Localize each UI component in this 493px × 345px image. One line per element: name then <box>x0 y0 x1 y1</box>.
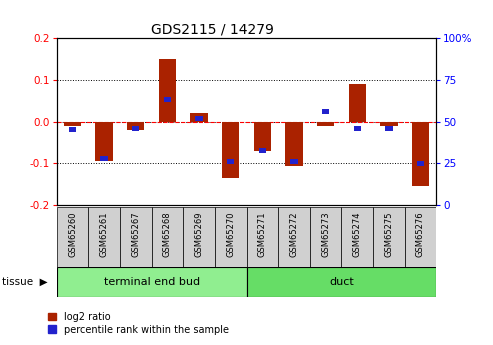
Bar <box>69 127 76 132</box>
Bar <box>349 84 366 121</box>
Bar <box>373 207 405 267</box>
Text: duct: duct <box>329 277 354 287</box>
Text: GSM65275: GSM65275 <box>385 212 393 257</box>
Text: GSM65273: GSM65273 <box>321 212 330 257</box>
Bar <box>253 121 271 151</box>
Text: GSM65260: GSM65260 <box>68 212 77 257</box>
Bar <box>405 207 436 267</box>
Bar <box>412 121 429 186</box>
Text: GSM65269: GSM65269 <box>195 212 204 257</box>
Text: tissue  ▶: tissue ▶ <box>2 277 48 287</box>
Bar <box>190 113 208 121</box>
Bar <box>322 109 329 114</box>
Bar <box>195 116 203 121</box>
Text: terminal end bud: terminal end bud <box>104 277 200 287</box>
Text: GSM65267: GSM65267 <box>131 212 141 257</box>
Bar <box>246 267 436 297</box>
Bar <box>57 207 88 267</box>
Bar <box>164 97 171 102</box>
Bar <box>183 207 215 267</box>
Bar <box>101 156 108 161</box>
Text: GSM65271: GSM65271 <box>258 212 267 257</box>
Legend: log2 ratio, percentile rank within the sample: log2 ratio, percentile rank within the s… <box>44 308 233 338</box>
Text: GSM65268: GSM65268 <box>163 212 172 257</box>
Text: GSM65274: GSM65274 <box>352 212 362 257</box>
Bar <box>96 121 113 161</box>
Text: GSM65261: GSM65261 <box>100 212 108 257</box>
Bar <box>278 207 310 267</box>
Bar <box>152 207 183 267</box>
Bar <box>159 59 176 121</box>
Bar <box>64 121 81 126</box>
Bar <box>310 207 341 267</box>
Bar <box>246 207 278 267</box>
Bar <box>341 207 373 267</box>
Text: GSM65272: GSM65272 <box>289 212 298 257</box>
Bar <box>120 207 152 267</box>
Bar <box>417 161 424 166</box>
Bar <box>385 126 392 131</box>
Text: GSM65270: GSM65270 <box>226 212 235 257</box>
Bar <box>88 207 120 267</box>
Bar <box>353 126 361 131</box>
Text: GDS2115 / 14279: GDS2115 / 14279 <box>150 22 274 37</box>
Bar <box>259 148 266 152</box>
Bar <box>285 121 303 166</box>
Bar <box>227 159 234 164</box>
Bar <box>127 121 144 130</box>
Bar <box>215 207 246 267</box>
Bar <box>317 121 334 126</box>
Bar <box>57 267 246 297</box>
Bar <box>222 121 240 178</box>
Text: GSM65276: GSM65276 <box>416 212 425 257</box>
Bar <box>380 121 397 126</box>
Bar <box>132 126 140 131</box>
Bar <box>290 159 298 164</box>
